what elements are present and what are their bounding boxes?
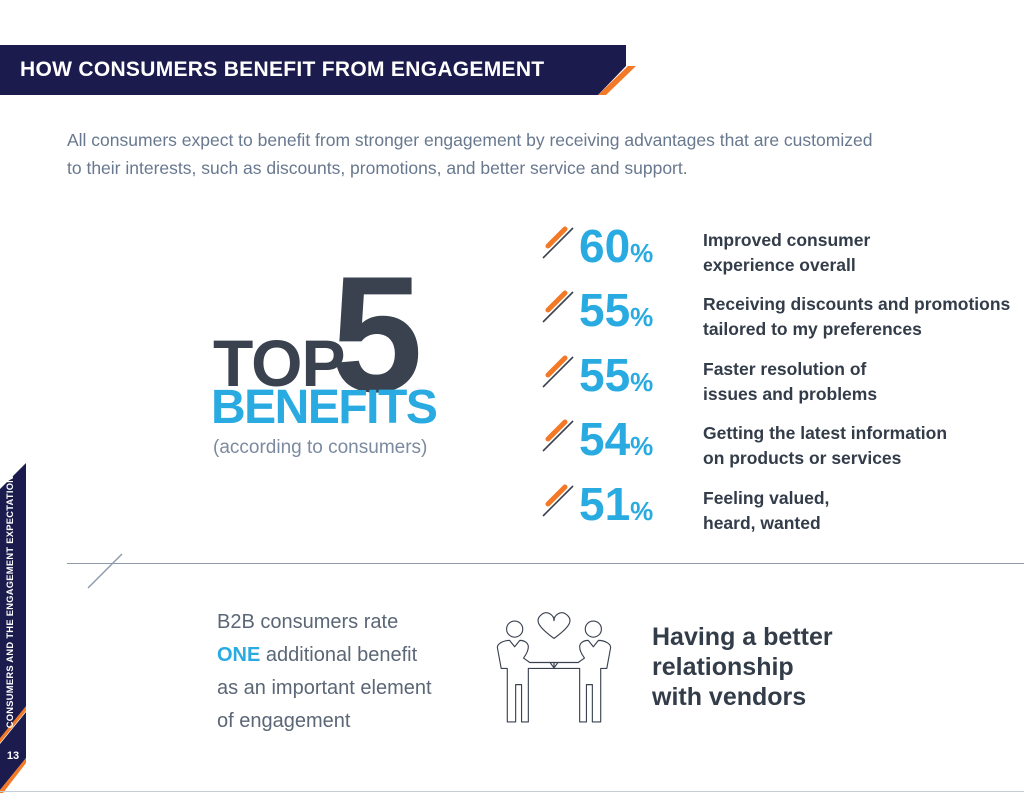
- svg-text:13: 13: [7, 750, 19, 762]
- svg-text:CONSUMERS AND THE ENGAGEMENT E: CONSUMERS AND THE ENGAGEMENT EXPECTATION: [5, 476, 15, 729]
